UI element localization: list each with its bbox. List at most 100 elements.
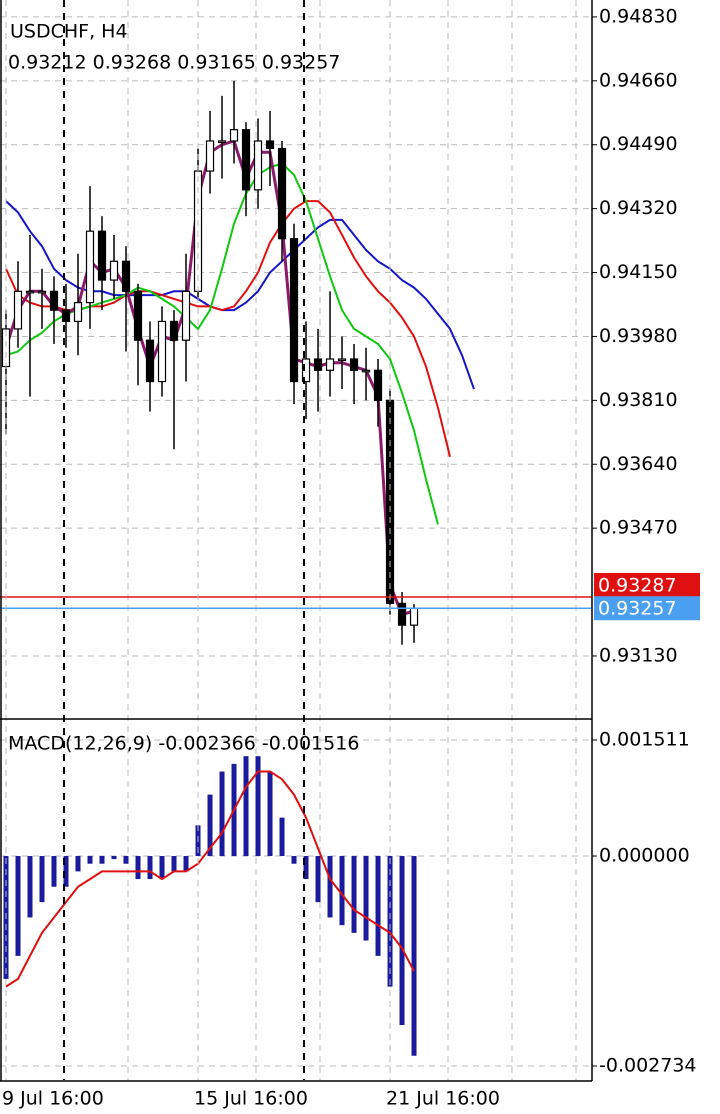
histogram-bar — [303, 856, 309, 880]
candle — [205, 110, 215, 194]
x-tick-label: 9 Jul 16:00 — [2, 1088, 104, 1110]
candle — [337, 336, 347, 390]
candle — [109, 234, 119, 299]
histogram-bar — [411, 856, 417, 1056]
histogram-bar — [363, 856, 369, 941]
candle-body — [157, 320, 167, 383]
histogram-bar — [327, 856, 333, 918]
y-tick-label: 0.94320 — [599, 197, 678, 219]
histogram-bar — [183, 856, 189, 872]
y-tick-label: 0.94830 — [599, 5, 678, 27]
candle-body — [145, 339, 155, 383]
price-label-box — [594, 572, 700, 597]
x-tick-label: 21 Jul 16:00 — [386, 1088, 500, 1110]
histogram-bar — [267, 771, 273, 857]
y-tick-label: -0.002734 — [599, 1055, 697, 1077]
histogram-bar — [351, 856, 357, 933]
histogram-bar — [75, 856, 81, 872]
candle — [349, 343, 359, 405]
candle-body — [313, 358, 323, 371]
histogram-bar — [315, 856, 321, 903]
candle-body — [337, 358, 347, 362]
candle — [229, 80, 239, 164]
candle-body — [325, 358, 335, 371]
histogram-bar — [147, 856, 153, 880]
candle — [61, 283, 71, 348]
candle — [37, 268, 47, 329]
histogram-bar — [135, 856, 141, 880]
candle-body — [61, 309, 71, 323]
price-label: 0.93257 — [598, 598, 677, 620]
histogram-bar — [159, 856, 165, 880]
histogram-bar — [63, 856, 69, 887]
candle — [361, 347, 371, 401]
candle — [217, 95, 227, 179]
candle-body — [133, 290, 143, 341]
candle-body — [85, 230, 95, 304]
candle-body — [97, 230, 107, 281]
histogram-bar — [51, 856, 57, 887]
histogram-bar — [375, 856, 381, 956]
candle-body — [253, 140, 263, 191]
candle — [265, 110, 275, 187]
histogram-bar — [279, 817, 285, 857]
y-tick-label: 0.93980 — [599, 325, 678, 347]
candle — [241, 122, 251, 217]
ohlc-readout: 0.93212 0.93268 0.93165 0.93257 — [8, 52, 340, 74]
y-tick-label: 0.000000 — [599, 845, 690, 867]
candle-body — [277, 147, 287, 240]
candle — [373, 359, 383, 427]
candle-body — [289, 238, 299, 383]
price-label: 0.93287 — [598, 574, 677, 596]
candle-body — [109, 260, 119, 281]
candle — [49, 276, 59, 344]
candle-body — [37, 290, 47, 294]
candle-body — [373, 369, 383, 401]
candle — [277, 140, 287, 262]
candle-body — [397, 602, 407, 626]
histogram-bar — [111, 856, 117, 860]
candle-body — [205, 140, 215, 172]
candle — [325, 291, 335, 397]
candle-body — [13, 290, 23, 330]
histogram-bar — [219, 771, 225, 857]
candle — [157, 306, 167, 397]
histogram-bar — [99, 856, 105, 864]
histogram-bar — [399, 856, 405, 1026]
histogram-bar — [123, 856, 129, 864]
candle-body — [121, 260, 131, 292]
candle — [85, 186, 95, 329]
candle-body — [169, 320, 179, 341]
histogram-bar — [339, 856, 345, 926]
y-tick-label: 0.001511 — [599, 728, 690, 750]
candle — [313, 328, 323, 412]
candle — [121, 246, 131, 352]
candle — [301, 321, 311, 420]
candle-body — [217, 140, 227, 144]
y-tick-label: 0.93470 — [599, 517, 678, 539]
candle-body — [229, 129, 239, 142]
candle-body — [73, 302, 83, 323]
histogram-bar — [171, 856, 177, 872]
candle-body — [181, 290, 191, 341]
histogram-bar — [87, 856, 93, 864]
candle — [73, 253, 83, 356]
y-tick-label: 0.93130 — [599, 644, 678, 666]
histogram-bar — [27, 856, 33, 918]
candle — [289, 223, 299, 405]
candle — [169, 310, 179, 450]
candle — [133, 283, 143, 386]
candle — [181, 253, 191, 382]
candle — [25, 234, 35, 397]
histogram-bar — [207, 794, 213, 857]
histogram-bar — [39, 856, 45, 903]
histogram-bar — [291, 856, 297, 864]
histogram-bar — [387, 856, 393, 987]
candle-body — [49, 290, 59, 311]
candle-body — [265, 140, 275, 150]
candle — [253, 118, 263, 209]
indicator-title: MACD(12,26,9) -0.002366 -0.001516 — [8, 733, 359, 755]
